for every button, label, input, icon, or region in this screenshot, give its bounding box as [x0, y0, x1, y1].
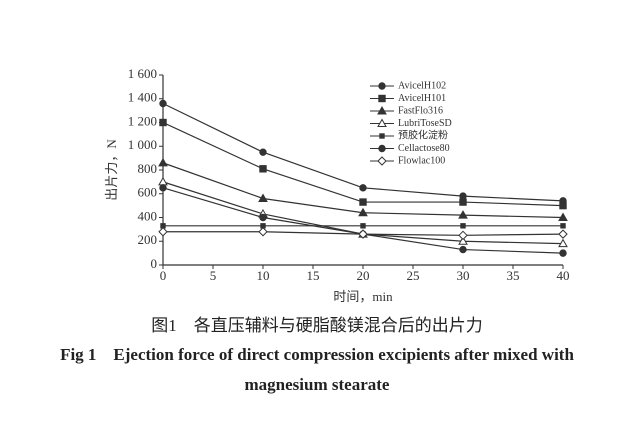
- data-point: [159, 118, 167, 127]
- x-axis-label: 时间，min: [333, 289, 393, 304]
- y-tick-label: 1 200: [128, 113, 157, 128]
- legend-marker: [377, 156, 387, 166]
- data-point: [158, 227, 168, 237]
- y-tick-label: 600: [138, 185, 158, 200]
- data-point: [558, 229, 568, 239]
- data-point: [159, 184, 167, 192]
- data-point: [259, 213, 267, 222]
- data-point: [258, 193, 268, 202]
- legend-label: Flowlac100: [398, 155, 445, 166]
- data-point: [558, 212, 568, 221]
- y-tick-label: 1 600: [128, 66, 157, 81]
- data-point: [158, 176, 168, 186]
- legend-label: LubriToseSD: [398, 118, 452, 129]
- x-tick-label: 20: [357, 268, 370, 283]
- data-point: [358, 207, 368, 217]
- data-point: [360, 223, 366, 229]
- caption-cn: 图1 各直压辅料与硬脂酸镁混合后的出片力: [151, 316, 483, 335]
- x-tick-label: 30: [457, 268, 470, 283]
- data-point: [458, 230, 468, 241]
- x-tick-label: 5: [210, 268, 217, 283]
- legend-marker: [379, 133, 385, 139]
- legend-marker: [377, 105, 387, 115]
- data-point: [359, 198, 367, 206]
- data-point: [458, 210, 468, 219]
- data-point: [259, 165, 267, 173]
- legend-label: AvicelH102: [398, 80, 446, 91]
- legend-label: Cellactose80: [398, 143, 450, 154]
- data-point: [560, 223, 566, 229]
- data-point: [559, 249, 567, 257]
- y-tick-label: 200: [138, 232, 158, 247]
- x-tick-label: 35: [507, 268, 520, 283]
- data-point: [559, 201, 567, 210]
- legend-marker: [378, 94, 386, 103]
- data-point: [259, 148, 267, 156]
- legend-label: AvicelH101: [398, 93, 446, 104]
- data-point: [459, 198, 467, 206]
- data-point: [159, 99, 167, 108]
- legend-label: FastFlo316: [398, 105, 443, 116]
- series-line: [162, 121, 564, 207]
- data-point: [359, 184, 367, 192]
- legend-marker: [378, 144, 386, 153]
- caption-en: Fig 1 Ejection force of direct compressi…: [60, 345, 574, 394]
- x-tick-label: 0: [160, 268, 167, 283]
- data-point: [458, 236, 468, 245]
- y-tick-label: 1 400: [128, 90, 157, 105]
- caption: 图1 各直压辅料与硬脂酸镁混合后的出片力 Fig 1 Ejection forc…: [20, 312, 614, 400]
- legend-marker: [377, 118, 387, 127]
- x-tick-label: 10: [257, 268, 270, 283]
- y-tick-label: 400: [138, 208, 158, 223]
- x-tick-label: 40: [557, 268, 570, 283]
- y-axis-label: 出片力，N: [104, 139, 119, 201]
- y-tick-label: 1 000: [128, 137, 157, 152]
- data-point: [460, 223, 466, 229]
- legend-label: 预胶化淀粉: [398, 128, 448, 141]
- x-tick-label: 15: [307, 268, 320, 283]
- data-point: [459, 245, 467, 254]
- y-tick-label: 800: [138, 161, 158, 176]
- data-point: [258, 227, 268, 237]
- y-tick-label: 0: [151, 256, 158, 271]
- data-point: [358, 229, 368, 239]
- x-tick-label: 25: [407, 268, 420, 283]
- data-point: [558, 238, 568, 248]
- legend-marker: [378, 82, 386, 90]
- data-point: [158, 157, 168, 167]
